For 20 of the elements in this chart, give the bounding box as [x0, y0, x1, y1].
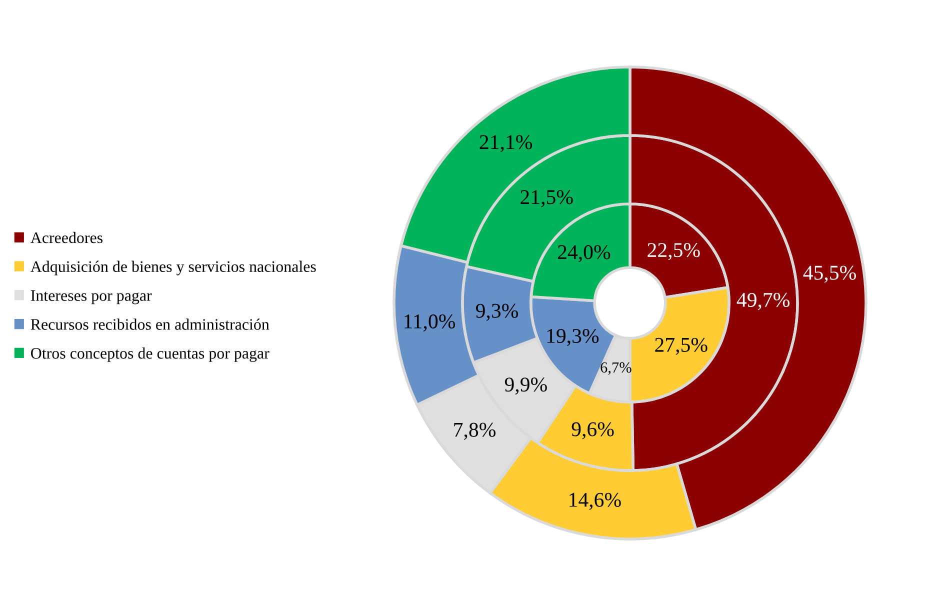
- data-label: 21,5%: [520, 190, 573, 208]
- data-label: 14,6%: [570, 492, 621, 510]
- data-label: 19,3%: [547, 328, 599, 346]
- data-label: 9,9%: [504, 378, 547, 395]
- data-label: 45,5%: [803, 266, 856, 283]
- legend-label: Otros conceptos de cuentas por pagar: [31, 347, 270, 362]
- data-label: 7,8%: [454, 422, 496, 440]
- data-label: 24,0%: [558, 245, 610, 262]
- data-label: 6,7%: [600, 362, 632, 375]
- data-label: 11,0%: [404, 314, 456, 332]
- legend-label: Acreedores: [30, 232, 102, 244]
- data-label: 22,5%: [648, 243, 700, 260]
- data-label: 27,5%: [655, 338, 708, 355]
- data-label: 49,7%: [736, 292, 790, 310]
- data-label: 9,3%: [476, 304, 518, 321]
- legend-label: Intereses por pagar: [30, 290, 152, 304]
- data-label: 9,6%: [572, 422, 614, 440]
- legend-label: Recursos recibidos en administración: [30, 318, 270, 330]
- legend-label: Adquisición de bienes y servicios nacionales: [30, 260, 316, 276]
- data-label: 21,1%: [480, 135, 532, 152]
